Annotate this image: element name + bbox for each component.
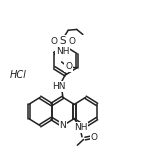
Text: HCl: HCl xyxy=(10,70,27,80)
Text: O: O xyxy=(65,62,72,71)
Text: HN: HN xyxy=(52,82,66,91)
Text: O: O xyxy=(50,37,57,46)
Text: S: S xyxy=(59,36,66,46)
Text: N: N xyxy=(59,121,66,131)
Text: O: O xyxy=(91,133,98,142)
Text: O: O xyxy=(68,37,75,46)
Text: NH: NH xyxy=(56,47,70,56)
Text: NH: NH xyxy=(74,123,87,132)
